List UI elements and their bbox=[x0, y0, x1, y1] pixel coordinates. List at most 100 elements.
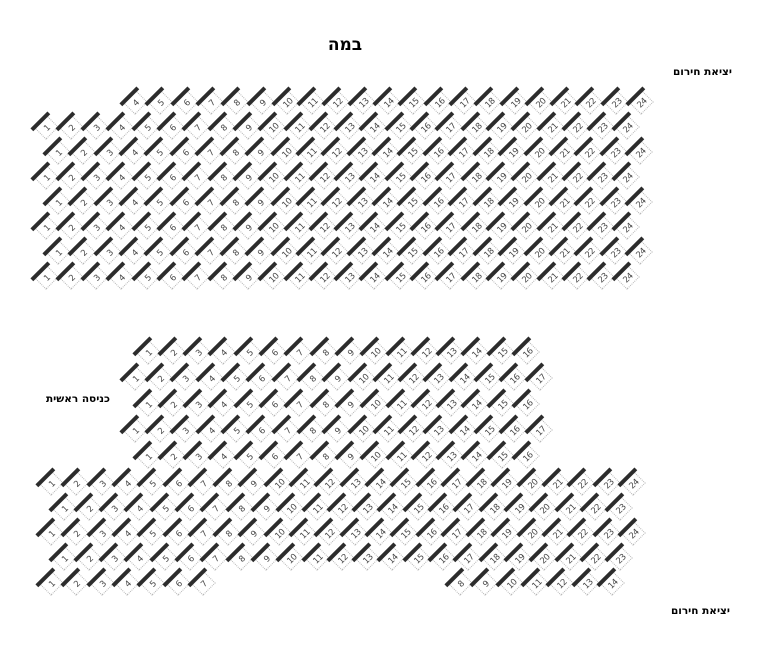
seat-number: 12 bbox=[317, 271, 332, 286]
seat-number: 16 bbox=[419, 221, 434, 236]
seat-number: 10 bbox=[267, 271, 282, 286]
seat-number: 14 bbox=[373, 527, 388, 542]
seat-middle-r1-10[interactable]: 10 bbox=[362, 339, 388, 365]
seat-upper-r7-24[interactable]: 24 bbox=[627, 239, 653, 265]
seat-upper-r6-20[interactable]: 20 bbox=[513, 214, 539, 240]
seat-lower-r3-5[interactable]: 5 bbox=[139, 520, 165, 546]
seat-lower-r5-7[interactable]: 7 bbox=[190, 570, 216, 596]
seat-lower-r2-10[interactable]: 10 bbox=[278, 495, 304, 521]
seat-lower-r1-15[interactable]: 15 bbox=[392, 470, 418, 496]
seat-number: 6 bbox=[269, 451, 281, 463]
seat-number: 2 bbox=[168, 347, 180, 359]
seat-number: 21 bbox=[545, 171, 560, 186]
seat-upper-r3-5[interactable]: 5 bbox=[146, 139, 172, 165]
seat-number: 15 bbox=[495, 450, 510, 465]
seat-number: 2 bbox=[72, 478, 83, 490]
seat-upper-r2-24[interactable]: 24 bbox=[614, 114, 641, 140]
seat-number: 2 bbox=[66, 222, 78, 234]
seat-upper-r1-24[interactable]: 24 bbox=[628, 89, 654, 115]
seat-number: 11 bbox=[310, 502, 325, 517]
seat-number: 19 bbox=[512, 552, 527, 567]
seat-lower-r5-12[interactable]: 12 bbox=[548, 570, 574, 596]
seat-upper-r4-20[interactable]: 20 bbox=[513, 164, 539, 190]
seat-number: 17 bbox=[444, 171, 459, 186]
seat-middle-r2-9[interactable]: 9 bbox=[324, 365, 350, 391]
seat-number: 21 bbox=[559, 96, 574, 111]
seat-upper-r1-18[interactable]: 18 bbox=[476, 89, 502, 115]
seat-lower-r5-5[interactable]: 5 bbox=[139, 570, 165, 596]
seat-number: 10 bbox=[369, 398, 384, 413]
seat-upper-r4-24[interactable]: 24 bbox=[614, 164, 641, 190]
seat-number: 24 bbox=[635, 96, 650, 111]
seat-middle-r2-17[interactable]: 17 bbox=[526, 365, 553, 391]
seat-number: 20 bbox=[520, 271, 535, 286]
seat-lower-r5-14[interactable]: 14 bbox=[599, 570, 625, 596]
seat-number: 20 bbox=[520, 221, 535, 236]
seat-number: 7 bbox=[198, 528, 210, 540]
seat-upper-r3-15[interactable]: 15 bbox=[399, 139, 425, 165]
seat-upper-r5-24[interactable]: 24 bbox=[627, 189, 653, 215]
seat-upper-r2-10[interactable]: 10 bbox=[260, 114, 286, 140]
seat-middle-r1-16[interactable]: 16 bbox=[514, 339, 540, 365]
seat-upper-r8-20[interactable]: 20 bbox=[513, 264, 539, 290]
seat-number: 1 bbox=[59, 553, 70, 565]
seat-number: 11 bbox=[292, 271, 307, 286]
seat-number: 13 bbox=[445, 450, 460, 465]
seat-number: 10 bbox=[279, 146, 294, 161]
seat-lower-r1-5[interactable]: 5 bbox=[139, 470, 165, 496]
seat-number: 16 bbox=[432, 96, 447, 111]
seat-lower-r1-24[interactable]: 24 bbox=[620, 470, 646, 496]
seat-number: 15 bbox=[411, 552, 426, 567]
seat-number: 4 bbox=[219, 451, 230, 463]
seat-upper-r5-5[interactable]: 5 bbox=[146, 189, 172, 215]
seat-lower-r2-23[interactable]: 23 bbox=[607, 495, 633, 521]
seat-upper-r4-10[interactable]: 10 bbox=[260, 164, 286, 190]
seat-upper-r3-24[interactable]: 24 bbox=[627, 139, 653, 165]
seat-number: 8 bbox=[218, 272, 229, 284]
seat-number: 10 bbox=[356, 372, 371, 387]
seat-upper-r6-24[interactable]: 24 bbox=[614, 214, 641, 240]
seat-upper-r2-20[interactable]: 20 bbox=[513, 114, 539, 140]
seat-number: 15 bbox=[399, 527, 414, 542]
seat-lower-r4-10[interactable]: 10 bbox=[278, 545, 304, 571]
seat-number: 10 bbox=[369, 346, 384, 361]
seat-number: 24 bbox=[621, 271, 636, 286]
seat-number: 23 bbox=[609, 96, 624, 111]
seat-middle-r4-9[interactable]: 9 bbox=[324, 417, 350, 443]
seat-middle-r3-10[interactable]: 10 bbox=[362, 391, 388, 417]
seat-number: 3 bbox=[104, 247, 115, 259]
seat-number: 4 bbox=[129, 197, 141, 209]
seat-number: 21 bbox=[545, 271, 560, 286]
seat-number: 8 bbox=[223, 478, 235, 490]
seat-number: 16 bbox=[431, 246, 446, 261]
seat-number: 17 bbox=[444, 121, 459, 136]
seat-lower-r3-24[interactable]: 24 bbox=[620, 520, 646, 546]
seat-upper-r5-15[interactable]: 15 bbox=[399, 189, 425, 215]
seat-number: 18 bbox=[482, 246, 497, 261]
seat-number: 13 bbox=[348, 477, 363, 492]
seat-number: 15 bbox=[393, 121, 408, 136]
seat-upper-r6-10[interactable]: 10 bbox=[260, 214, 286, 240]
seat-number: 14 bbox=[382, 96, 397, 111]
seat-lower-r3-15[interactable]: 15 bbox=[392, 520, 418, 546]
seat-middle-r3-16[interactable]: 16 bbox=[514, 391, 540, 417]
seat-upper-r8-24[interactable]: 24 bbox=[614, 264, 641, 290]
seat-upper-r7-5[interactable]: 5 bbox=[146, 239, 172, 265]
seat-number: 8 bbox=[218, 122, 229, 134]
seat-upper-r1-8[interactable]: 8 bbox=[223, 89, 249, 115]
seat-upper-r8-10[interactable]: 10 bbox=[260, 264, 286, 290]
seat-number: 24 bbox=[626, 527, 641, 542]
seat-number: 12 bbox=[335, 552, 350, 567]
seat-number: 23 bbox=[596, 121, 611, 136]
seat-number: 7 bbox=[193, 172, 204, 184]
seat-lower-r2-20[interactable]: 20 bbox=[531, 495, 557, 521]
seat-lower-r4-23[interactable]: 23 bbox=[607, 545, 633, 571]
seat-number: 14 bbox=[380, 146, 395, 161]
seat-number: 5 bbox=[244, 451, 256, 463]
seat-middle-r4-17[interactable]: 17 bbox=[526, 417, 553, 443]
seat-number: 12 bbox=[331, 96, 346, 111]
seat-number: 1 bbox=[41, 222, 52, 234]
seat-upper-r7-15[interactable]: 15 bbox=[399, 239, 425, 265]
seat-middle-r5-10[interactable]: 10 bbox=[362, 443, 388, 469]
seat-middle-r5-16[interactable]: 16 bbox=[514, 443, 540, 469]
